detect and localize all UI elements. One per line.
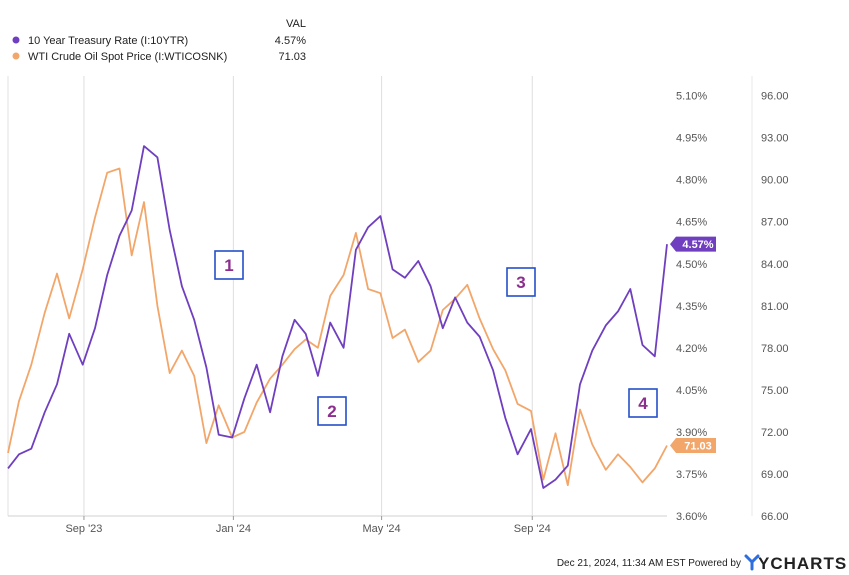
left-axis-tick-label: 3.75%: [676, 469, 707, 481]
x-tick-label: Sep '23: [65, 523, 102, 535]
right-axis-tick-label: 93.00: [761, 133, 789, 145]
x-tick-label: May '24: [363, 523, 401, 535]
series: [7, 145, 668, 489]
right-axis-tick-label: 81.00: [761, 301, 789, 313]
right-axis: 66.00 69.00 72.00 75.00 78.00 81.00 84.00 87.00…: [761, 91, 789, 523]
left-axis-tick-label: 4.35%: [676, 301, 707, 313]
legend-header: VAL: [286, 18, 306, 30]
legend-value-oil: 71.03: [278, 51, 306, 63]
left-axis-tick-label: 4.05%: [676, 385, 707, 397]
last-value-badge-treasury: [670, 236, 716, 252]
legend: VAL 10 Year Treasury Rate (I:10YTR) 4.57…: [12, 18, 306, 63]
annotation-label-2: 2: [327, 402, 336, 421]
left-axis-tick-label: 4.80%: [676, 175, 707, 187]
annotation-1: 1: [214, 250, 244, 280]
right-axis-tick-label: 90.00: [761, 175, 789, 187]
x-tick-label: Sep '24: [514, 523, 551, 535]
right-axis-tick-label: 87.00: [761, 217, 789, 229]
right-axis-tick-label: 78.00: [761, 343, 789, 355]
brand-name[interactable]: YCHARTS: [758, 554, 847, 573]
right-axis-tick-label: 96.00: [761, 91, 789, 103]
annotation-3: 3: [506, 267, 536, 297]
right-axis-tick-label: 84.00: [761, 259, 789, 271]
left-axis-tick-label: 4.95%: [676, 133, 707, 145]
left-axis-tick-label: 4.20%: [676, 343, 707, 355]
left-axis: 3.60% 3.75% 3.90% 4.05% 4.20% 4.35% 4.50% 4.65%…: [676, 91, 707, 523]
annotation-box-4: [628, 388, 658, 418]
legend-label-oil[interactable]: WTI Crude Oil Spot Price (I:WTICOSNK): [28, 51, 227, 63]
right-axis-tick-label: 69.00: [761, 469, 789, 481]
annotation-label-4: 4: [638, 394, 648, 413]
series-line-oil[interactable]: [7, 167, 668, 487]
annotation-4: 4: [628, 388, 658, 418]
last-value-badge-oil: [670, 438, 716, 454]
plot-frame: [7, 76, 753, 517]
annotation-label-3: 3: [516, 273, 525, 292]
annotation-label-1: 1: [224, 256, 233, 275]
left-axis-tick-label: 3.90%: [676, 427, 707, 439]
annotation-box-2: [317, 396, 347, 426]
legend-label-treasury[interactable]: 10 Year Treasury Rate (I:10YTR): [28, 35, 188, 47]
last-value-label-oil: 71.03: [684, 441, 712, 453]
series-line-treasury[interactable]: [7, 145, 668, 489]
footer-timestamp: Dec 21, 2024, 11:34 AM EST Powered by: [557, 558, 741, 569]
last-value-badges: 4.57% 71.03: [670, 236, 716, 454]
annotation-box-3: [506, 267, 536, 297]
legend-value-treasury: 4.57%: [275, 35, 306, 47]
last-value-label-treasury: 4.57%: [682, 239, 713, 251]
gridlines: [83, 76, 533, 516]
right-axis-tick-label: 72.00: [761, 427, 789, 439]
footer: Dec 21, 2024, 11:34 AM EST Powered by YC…: [557, 554, 847, 573]
x-axis: Sep '23 Jan '24 May '24 Sep '24: [65, 516, 551, 535]
left-axis-tick-label: 3.60%: [676, 511, 707, 523]
annotation-2: 2: [317, 396, 347, 426]
left-axis-tick-label: 5.10%: [676, 91, 707, 103]
left-axis-tick-label: 4.50%: [676, 259, 707, 271]
annotation-box-1: [214, 250, 244, 280]
right-axis-tick-label: 66.00: [761, 511, 789, 523]
x-tick-label: Jan '24: [216, 523, 251, 535]
legend-marker-oil: [12, 52, 20, 60]
ycharts-y-logo-icon: [744, 554, 760, 571]
right-axis-tick-label: 75.00: [761, 385, 789, 397]
left-axis-tick-label: 4.65%: [676, 217, 707, 229]
legend-marker-treasury: [12, 36, 20, 44]
